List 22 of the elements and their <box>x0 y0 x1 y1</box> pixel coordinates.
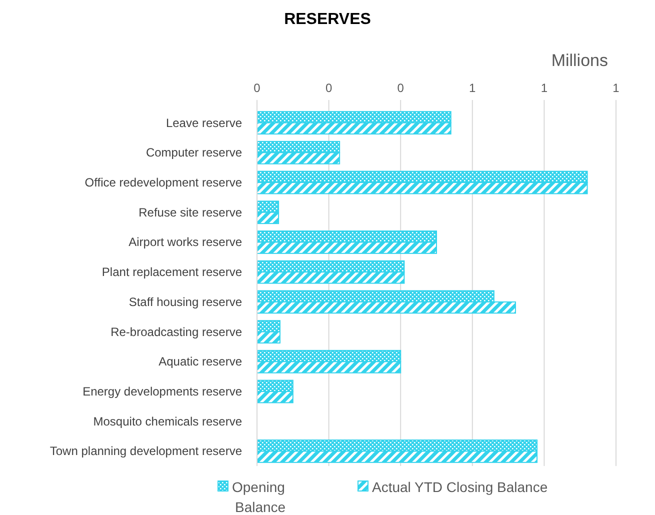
y-tick-label: Computer reserve <box>146 146 242 160</box>
legend-label: Actual YTD Closing Balance <box>372 479 548 495</box>
y-tick-label: Mosquito chemicals reserve <box>93 414 242 428</box>
x-tick-label: 0 <box>254 81 261 95</box>
y-tick-label: Airport works reserve <box>128 235 242 250</box>
y-tick-label: Energy developments reserve <box>82 384 242 399</box>
y-tick-label: Refuse site reserve <box>138 205 242 220</box>
x-axis-title: Millions <box>551 51 608 70</box>
x-tick-label: 0 <box>397 81 404 95</box>
chart-title: RESERVES <box>284 11 372 28</box>
y-tick-label: Aquatic reserve <box>158 354 242 369</box>
y-tick-label: Re-broadcasting reserve <box>110 324 242 339</box>
x-tick-label: 1 <box>469 81 476 95</box>
x-tick-label: 0 <box>325 81 332 95</box>
y-tick-label: Leave reserve <box>166 116 242 130</box>
y-tick-label: Town planning development reserve <box>50 444 242 458</box>
x-tick-label: 1 <box>540 81 548 95</box>
y-tick-label: Staff housing reserve <box>128 294 242 309</box>
y-tick-label: Plant replacement reserve <box>102 265 242 280</box>
legend-label: Opening Balance <box>232 479 286 515</box>
x-tick-label: 1 <box>612 81 620 95</box>
y-tick-label: Office redevelopment reserve <box>84 175 242 190</box>
